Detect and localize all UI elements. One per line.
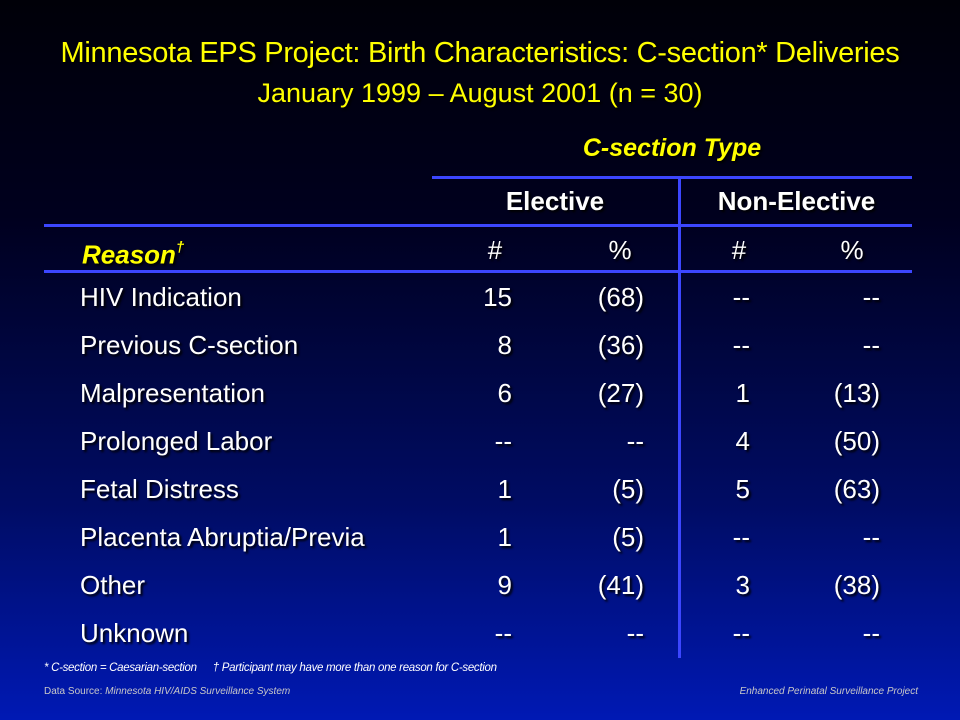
row-reason: Other — [80, 570, 146, 600]
non-elective-percent: -- — [862, 522, 880, 552]
non-elective-count: -- — [732, 522, 750, 552]
slide-title: Minnesota EPS Project: Birth Characteris… — [60, 37, 900, 69]
non-elective-percent: (13) — [833, 378, 880, 408]
elective-count: 1 — [497, 522, 512, 552]
row-reason: Fetal Distress — [80, 474, 239, 504]
elective-percent: -- — [626, 618, 644, 648]
elective-count: 8 — [497, 330, 512, 360]
elective-percent: (68) — [597, 282, 644, 312]
non-elective-percent: (38) — [833, 570, 880, 600]
non-elective-percent: (63) — [833, 474, 880, 504]
slide-subtitle: January 1999 – August 2001 (n = 30) — [257, 78, 703, 108]
reason-header: Reason† — [82, 234, 184, 271]
dagger-mark: † — [175, 239, 185, 256]
row-reason: Unknown — [80, 618, 189, 648]
elective-count: -- — [494, 426, 512, 456]
data-source-name: Minnesota HIV/AIDS Surveillance System — [105, 686, 291, 697]
rule-under-group — [432, 176, 912, 179]
group-header: C-section Type — [582, 134, 762, 162]
elective-count: 1 — [497, 474, 512, 504]
row-reason: Placenta Abruptia/Previa — [80, 522, 365, 552]
column-non-elective: Non-Elective — [717, 186, 876, 216]
non-elective-count: 5 — [735, 474, 750, 504]
row-reason: Previous C-section — [80, 330, 299, 360]
elective-percent: (5) — [612, 474, 644, 504]
non-elective-percent: -- — [862, 330, 880, 360]
row-reason: Malpresentation — [80, 378, 265, 408]
non-elective-percent: -- — [862, 618, 880, 648]
reason-header-label: Reason — [82, 239, 176, 270]
non-elective-count: -- — [732, 330, 750, 360]
data-source-label: Data Source: — [44, 686, 103, 697]
rule-under-subheader — [44, 270, 912, 273]
non-elective-count: 3 — [735, 570, 750, 600]
data-source: Data Source: Minnesota HIV/AIDS Surveill… — [44, 686, 290, 697]
elective-percent: (36) — [597, 330, 644, 360]
elective-percent-header: % — [608, 235, 632, 265]
non-elective-count: -- — [732, 282, 750, 312]
non-elective-count: 4 — [735, 426, 750, 456]
elective-count: 15 — [483, 282, 512, 312]
elective-count: -- — [494, 618, 512, 648]
footnote-csection: * C-section = Caesarian-section — [44, 662, 197, 674]
non-elective-percent: -- — [862, 282, 880, 312]
elective-percent: -- — [626, 426, 644, 456]
footnote-dagger: † Participant may have more than one rea… — [212, 662, 497, 674]
non-elective-percent: (50) — [833, 426, 880, 456]
non-elective-count-header: # — [731, 235, 747, 265]
row-reason: Prolonged Labor — [80, 426, 273, 456]
column-divider — [678, 177, 681, 658]
row-reason: HIV Indication — [80, 282, 242, 312]
non-elective-count: 1 — [735, 378, 750, 408]
elective-percent: (5) — [612, 522, 644, 552]
elective-count: 6 — [497, 378, 512, 408]
column-elective: Elective — [505, 186, 605, 216]
elective-percent: (41) — [597, 570, 644, 600]
elective-percent: (27) — [597, 378, 644, 408]
non-elective-percent-header: % — [840, 235, 864, 265]
project-name: Enhanced Perinatal Surveillance Project — [739, 686, 918, 697]
footnote: * C-section = Caesarian-section † Partici… — [44, 662, 497, 674]
non-elective-count: -- — [732, 618, 750, 648]
elective-count-header: # — [487, 235, 503, 265]
elective-count: 9 — [497, 570, 512, 600]
rule-under-columns — [44, 224, 912, 227]
